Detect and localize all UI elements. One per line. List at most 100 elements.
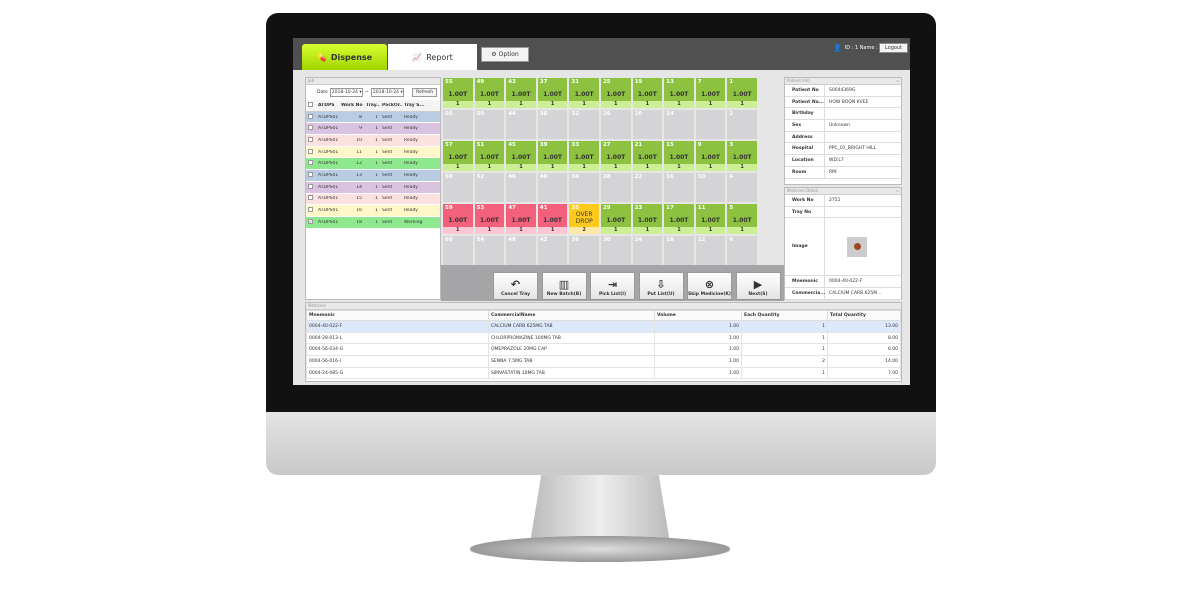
column-header[interactable]: Volume [654, 310, 742, 321]
put-list-button[interactable]: ⇩ Put List(U) [638, 272, 684, 300]
tray-cell[interactable]: 9 1.00T 1 [695, 141, 726, 171]
row-checkbox[interactable] [306, 171, 316, 179]
tray-cell[interactable]: 42 [537, 235, 568, 266]
row-checkbox[interactable] [306, 183, 316, 191]
column-header[interactable]: Mnemonic [306, 310, 489, 321]
tray-cell[interactable]: 50 [474, 109, 505, 140]
medicine-row[interactable]: 0004-28-013-L CHLORPROMAZINE 100MG TAB 1.0… [306, 331, 901, 345]
tray-cell[interactable]: 37 1.00T 1 [537, 78, 568, 108]
tray-cell[interactable]: 33 1.00T 1 [569, 141, 599, 171]
tray-cell[interactable]: 45 1.00T 1 [506, 141, 536, 171]
tray-cell[interactable]: 41 1.00T 1 [537, 204, 568, 234]
select-all-checkbox[interactable] [306, 101, 316, 109]
medicine-row[interactable]: 0004-40-022-F CALCIUM CARB 625MG TAB 1.00 1… [306, 320, 901, 333]
medicine-row[interactable]: 0004-56-016-I SENNA 7.5MG TAB 1.00 2 14.00 [306, 355, 901, 368]
column-header[interactable]: CommercialName [488, 310, 655, 321]
tray-cell[interactable]: 2 [727, 109, 757, 140]
next-button[interactable]: ▶ Next(S) [735, 272, 781, 300]
tray-cell[interactable]: 35 OVER DROP 2 [569, 204, 599, 234]
tray-cell[interactable]: 30 [600, 235, 631, 266]
column-header[interactable]: PackOr... [382, 102, 402, 108]
job-row[interactable]: ATDPS01 14 1 Sent Ready [306, 181, 440, 194]
tray-cell[interactable]: 55 1.00T 1 [443, 78, 473, 108]
tray-cell[interactable]: 31 1.00T 1 [569, 78, 599, 108]
tray-cell[interactable]: 28 [600, 172, 631, 203]
tray-cell[interactable]: 7 1.00T 1 [695, 78, 726, 108]
pick-list-button[interactable]: ⇥ Pick List(I) [590, 272, 635, 300]
tray-cell[interactable]: 57 1.00T 1 [443, 141, 473, 171]
date-to-input[interactable]: 2018-10-24 ▾ [370, 88, 405, 97]
tab-dispense[interactable]: 💊 Dispense [302, 44, 387, 70]
tray-cell[interactable]: 49 1.00T 1 [474, 78, 505, 108]
tray-cell[interactable]: 11 1.00T 1 [695, 204, 726, 234]
row-checkbox[interactable] [306, 136, 316, 144]
row-checkbox[interactable] [306, 125, 316, 132]
tray-cell[interactable]: 54 [474, 235, 505, 266]
tray-cell[interactable]: 38 [537, 109, 568, 140]
row-checkbox[interactable] [306, 207, 316, 214]
row-checkbox[interactable] [306, 113, 316, 121]
tray-cell[interactable]: 16 [664, 172, 694, 203]
tray-cell[interactable]: 29 1.00T 1 [600, 204, 631, 234]
column-header[interactable]: Tray S... [404, 102, 425, 108]
refresh-button[interactable]: Refresh [412, 88, 437, 97]
row-checkbox[interactable]: ✓ [308, 219, 313, 225]
tray-cell[interactable]: 59 1.00T 1 [443, 204, 473, 234]
tray-cell[interactable]: 36 [569, 235, 599, 266]
tray-cell[interactable]: 14 [664, 109, 694, 140]
job-row[interactable]: ✓ ATDPS01 18 1 Sent Working [306, 216, 440, 229]
row-checkbox[interactable] [306, 160, 316, 167]
job-row[interactable]: ATDPS01 16 1 Sent Ready [306, 205, 440, 217]
tray-cell[interactable]: 56 [443, 109, 473, 140]
tray-cell[interactable]: 18 [664, 235, 694, 266]
job-row[interactable]: ATDPS01 13 1 Sent Ready [306, 170, 440, 182]
tray-cell[interactable]: 6 [727, 235, 757, 266]
tray-cell[interactable]: 51 1.00T 1 [474, 141, 505, 171]
tray-cell[interactable]: 15 1.00T 1 [664, 141, 694, 171]
column-header[interactable]: Work No [341, 102, 363, 108]
tray-cell[interactable]: 32 [569, 109, 599, 140]
medicine-row[interactable]: 0004-24-085-G SIMVASTATIN 10MG TAB 1.00 1 7.… [306, 366, 901, 380]
row-checkbox[interactable] [306, 195, 316, 202]
cancel-tray-button[interactable]: ↶ Cancel Tray [493, 272, 538, 300]
job-row[interactable]: ATDPS01 11 1 Sent Ready [306, 146, 440, 159]
tray-cell[interactable]: 17 1.00T 1 [664, 204, 694, 234]
tray-cell[interactable]: 21 1.00T 1 [632, 141, 663, 171]
tray-cell[interactable]: 5 1.00T 1 [727, 204, 757, 234]
tray-cell[interactable]: 26 [600, 109, 631, 140]
tray-cell[interactable]: 39 1.00T 1 [537, 141, 568, 171]
tray-cell[interactable]: 19 1.00T 1 [632, 78, 663, 108]
job-row[interactable]: ATDPS01 9 1 Sent Ready [306, 123, 440, 136]
tray-cell[interactable] [695, 109, 726, 140]
skip-medicine-button[interactable]: ⊗ Skip Medicine(K) [687, 272, 732, 300]
tray-cell[interactable]: 53 1.00T 1 [474, 204, 505, 234]
tray-cell[interactable]: 40 [537, 172, 568, 203]
tray-cell[interactable]: 46 [506, 172, 536, 203]
tray-cell[interactable]: 52 [474, 172, 505, 203]
job-row[interactable]: ATDPS01 10 1 Sent Ready [306, 135, 440, 147]
tray-cell[interactable]: 58 [443, 172, 473, 203]
column-header[interactable]: ATDPS [318, 102, 335, 108]
tray-cell[interactable]: 13 1.00T 1 [664, 78, 694, 108]
tray-cell[interactable]: 34 [569, 172, 599, 203]
tray-cell[interactable]: 4 [727, 172, 757, 203]
new-batch-button[interactable]: ▥ New Batch(B) [541, 272, 587, 300]
tray-cell[interactable]: 48 [506, 235, 536, 266]
tray-cell[interactable]: 3 1.00T 1 [727, 141, 757, 171]
job-row[interactable]: ATDPS01 15 1 Sent Ready [306, 193, 440, 206]
tray-cell[interactable]: 23 1.00T 1 [632, 204, 663, 234]
tray-cell[interactable]: 22 [632, 172, 663, 203]
medicine-row[interactable]: 0004-56-034-G OMEPRAZOLE 20MG CAP 1.00 1 6.0… [306, 343, 901, 357]
tab-report[interactable]: 📈 Report [388, 44, 477, 70]
tray-cell[interactable]: 44 [506, 109, 536, 140]
maximize-icon[interactable]: ▫ [896, 188, 899, 193]
tray-cell[interactable]: 20 [632, 109, 663, 140]
tray-cell[interactable]: 47 1.00T 1 [506, 204, 536, 234]
tray-cell[interactable]: 10 [695, 172, 726, 203]
column-header[interactable]: Tray... [366, 102, 380, 108]
tray-cell[interactable]: 43 1.00T 1 [506, 78, 536, 108]
row-checkbox[interactable] [306, 148, 316, 156]
column-header[interactable]: Total Quantity [827, 310, 901, 321]
option-button[interactable]: ⚙ Option [481, 47, 529, 62]
logout-button[interactable]: Logout [879, 43, 908, 53]
